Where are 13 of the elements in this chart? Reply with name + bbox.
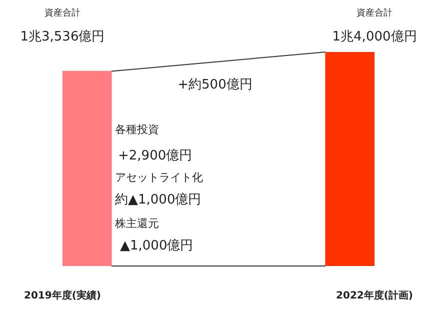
- annotation: アセットライト化: [115, 170, 203, 184]
- annotation: 各種投資: [115, 122, 159, 136]
- annotation: 株主還元: [114, 216, 159, 230]
- annotation: 約▲1,000億円: [115, 192, 202, 208]
- annotation: +2,900億円: [118, 148, 192, 164]
- x-tick-label: 2019年度(実績): [24, 290, 101, 302]
- text: 1兆3,536億円: [20, 29, 105, 44]
- x-tick-label: 2022年度(計画): [336, 290, 414, 302]
- annotation: +約500億円: [178, 77, 252, 92]
- text: 資産合計: [356, 7, 393, 18]
- annotation: ▲1,000億円: [120, 238, 194, 254]
- text: 1兆4,000億円: [332, 29, 417, 44]
- text: 資産合計: [44, 7, 80, 18]
